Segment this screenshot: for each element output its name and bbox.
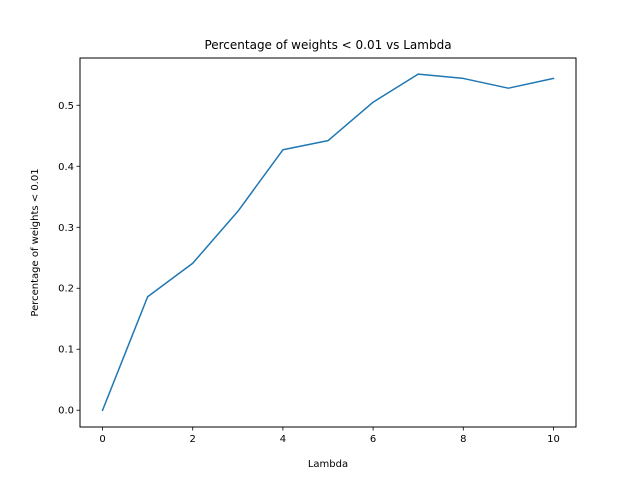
chart-title: Percentage of weights < 0.01 vs Lambda <box>204 38 451 52</box>
plot-layer <box>101 73 555 412</box>
x-tick-label: 0 <box>99 434 105 445</box>
x-axis-label: Lambda <box>308 459 348 470</box>
series-line <box>101 73 555 412</box>
y-tick-label: 0.1 <box>58 345 74 356</box>
y-tick-label: 0.4 <box>58 162 74 173</box>
x-tick-label: 4 <box>280 434 286 445</box>
y-tick-label: 0.0 <box>58 406 74 417</box>
x-axis-ticks: 0 2 4 6 8 10 <box>99 427 560 445</box>
plot-frame <box>79 57 577 428</box>
x-tick-label: 10 <box>547 434 560 445</box>
x-tick-label: 2 <box>190 434 196 445</box>
y-axis-label: Percentage of weights < 0.01 <box>30 168 41 316</box>
y-tick-label: 0.2 <box>58 284 74 295</box>
y-tick-label: 0.5 <box>58 101 74 112</box>
x-tick-label: 6 <box>370 434 376 445</box>
x-tick-label: 8 <box>460 434 466 445</box>
y-axis-ticks: 0.0 0.1 0.2 0.3 0.4 0.5 <box>58 101 80 417</box>
y-tick-label: 0.3 <box>58 223 74 234</box>
